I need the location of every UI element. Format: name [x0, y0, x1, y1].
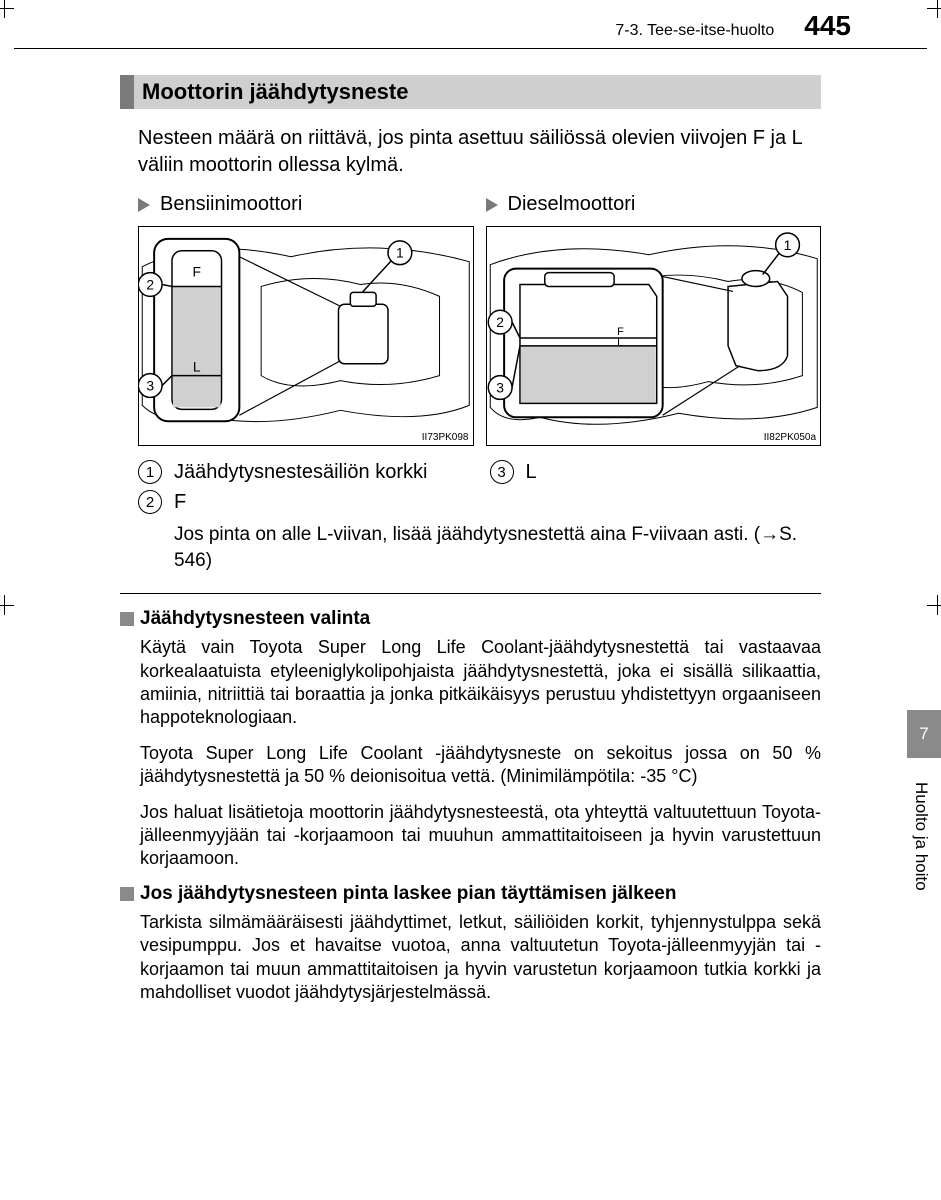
- diagram-petrol: 1 F L 2 3: [138, 226, 474, 446]
- legend: 1 Jäähdytysnestesäiliön korkki 3 L 2 F: [120, 460, 821, 514]
- body-paragraph: Tarkista silmämääräisesti jäähdyttimet, …: [120, 911, 821, 1005]
- column-diesel: Dieselmoottori 1: [486, 193, 822, 446]
- subsection-heading: Jos jäähdytysnesteen pinta laskee pian t…: [120, 883, 821, 905]
- engine-diagram-svg: 1 F L 2 3: [487, 227, 821, 445]
- legend-note: Jos pinta on alle L-viivan, lisää jäähdy…: [120, 522, 821, 573]
- legend-number: 2: [138, 490, 162, 514]
- chapter-number: 7: [919, 724, 928, 744]
- triangle-icon: [138, 198, 150, 212]
- legend-text: Jäähdytysnestesäiliön korkki: [174, 461, 427, 484]
- section-title-text: Moottorin jäähdytysneste: [134, 75, 821, 109]
- svg-text:L: L: [617, 337, 623, 349]
- crop-mark: [0, 0, 14, 18]
- svg-text:L: L: [193, 359, 201, 375]
- body-paragraph: Käytä vain Toyota Super Long Life Coolan…: [120, 636, 821, 730]
- title-accent: [120, 75, 134, 109]
- content: Moottorin jäähdytysneste Nesteen määrä o…: [0, 49, 941, 1004]
- crop-mark: [927, 0, 941, 18]
- page-header: 7-3. Tee-se-itse-huolto 445: [0, 10, 941, 48]
- crop-mark: [0, 595, 14, 615]
- image-code: II82PK050a: [764, 432, 816, 443]
- divider: [120, 593, 821, 594]
- body-paragraph: Toyota Super Long Life Coolant -jäähdyty…: [120, 742, 821, 789]
- legend-item: 3 L: [490, 460, 822, 484]
- column-label: Bensiinimoottori: [160, 193, 302, 216]
- engine-diagram-svg: 1 F L 2 3: [139, 227, 473, 445]
- svg-text:2: 2: [146, 276, 154, 292]
- chapter-label: Huolto ja hoito: [911, 782, 931, 891]
- header-section: 7-3. Tee-se-itse-huolto: [615, 22, 774, 40]
- legend-item: 1 Jäähdytysnestesäiliön korkki: [138, 460, 470, 484]
- svg-text:1: 1: [396, 245, 404, 261]
- diagram-columns: Bensiinimoottori 1: [120, 193, 821, 446]
- crop-mark: [927, 595, 941, 615]
- column-header: Bensiinimoottori: [138, 193, 474, 216]
- subsection-title: Jäähdytysnesteen valinta: [140, 608, 370, 630]
- triangle-icon: [486, 198, 498, 212]
- square-bullet-icon: [120, 887, 134, 901]
- chapter-tab: 7: [907, 710, 941, 758]
- legend-text: F: [174, 491, 186, 514]
- svg-text:3: 3: [496, 379, 504, 395]
- svg-text:3: 3: [146, 378, 154, 394]
- legend-number: 3: [490, 460, 514, 484]
- column-label: Dieselmoottori: [508, 193, 636, 216]
- body-paragraph: Jos haluat lisätietoja moottorin jäähdyt…: [120, 801, 821, 871]
- legend-number: 1: [138, 460, 162, 484]
- column-header: Dieselmoottori: [486, 193, 822, 216]
- svg-text:1: 1: [783, 237, 791, 253]
- image-code: II73PK098: [422, 432, 469, 443]
- legend-text: L: [526, 461, 537, 484]
- svg-text:2: 2: [496, 314, 504, 330]
- header-page-number: 445: [804, 10, 851, 42]
- intro-paragraph: Nesteen määrä on riittävä, jos pinta ase…: [120, 125, 821, 179]
- section-title: Moottorin jäähdytysneste: [120, 75, 821, 109]
- page: 7-3. Tee-se-itse-huolto 445 Moottorin jä…: [0, 0, 941, 1200]
- square-bullet-icon: [120, 612, 134, 626]
- svg-text:F: F: [193, 264, 201, 280]
- diagram-diesel: 1 F L 2 3: [486, 226, 822, 446]
- column-petrol: Bensiinimoottori 1: [138, 193, 474, 446]
- legend-item: 2 F: [138, 490, 470, 514]
- subsection-title: Jos jäähdytysnesteen pinta laskee pian t…: [140, 883, 676, 905]
- subsection-heading: Jäähdytysnesteen valinta: [120, 608, 821, 630]
